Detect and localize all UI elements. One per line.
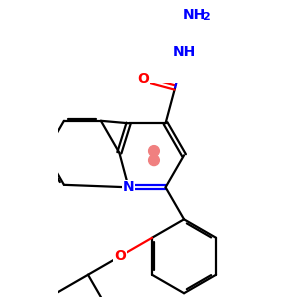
Circle shape	[148, 146, 159, 156]
Text: O: O	[114, 249, 126, 263]
Circle shape	[148, 155, 159, 166]
Text: NH: NH	[183, 8, 206, 22]
Text: N: N	[123, 180, 134, 194]
Text: 2: 2	[202, 12, 210, 22]
Text: O: O	[137, 72, 149, 86]
Text: NH: NH	[173, 45, 196, 59]
